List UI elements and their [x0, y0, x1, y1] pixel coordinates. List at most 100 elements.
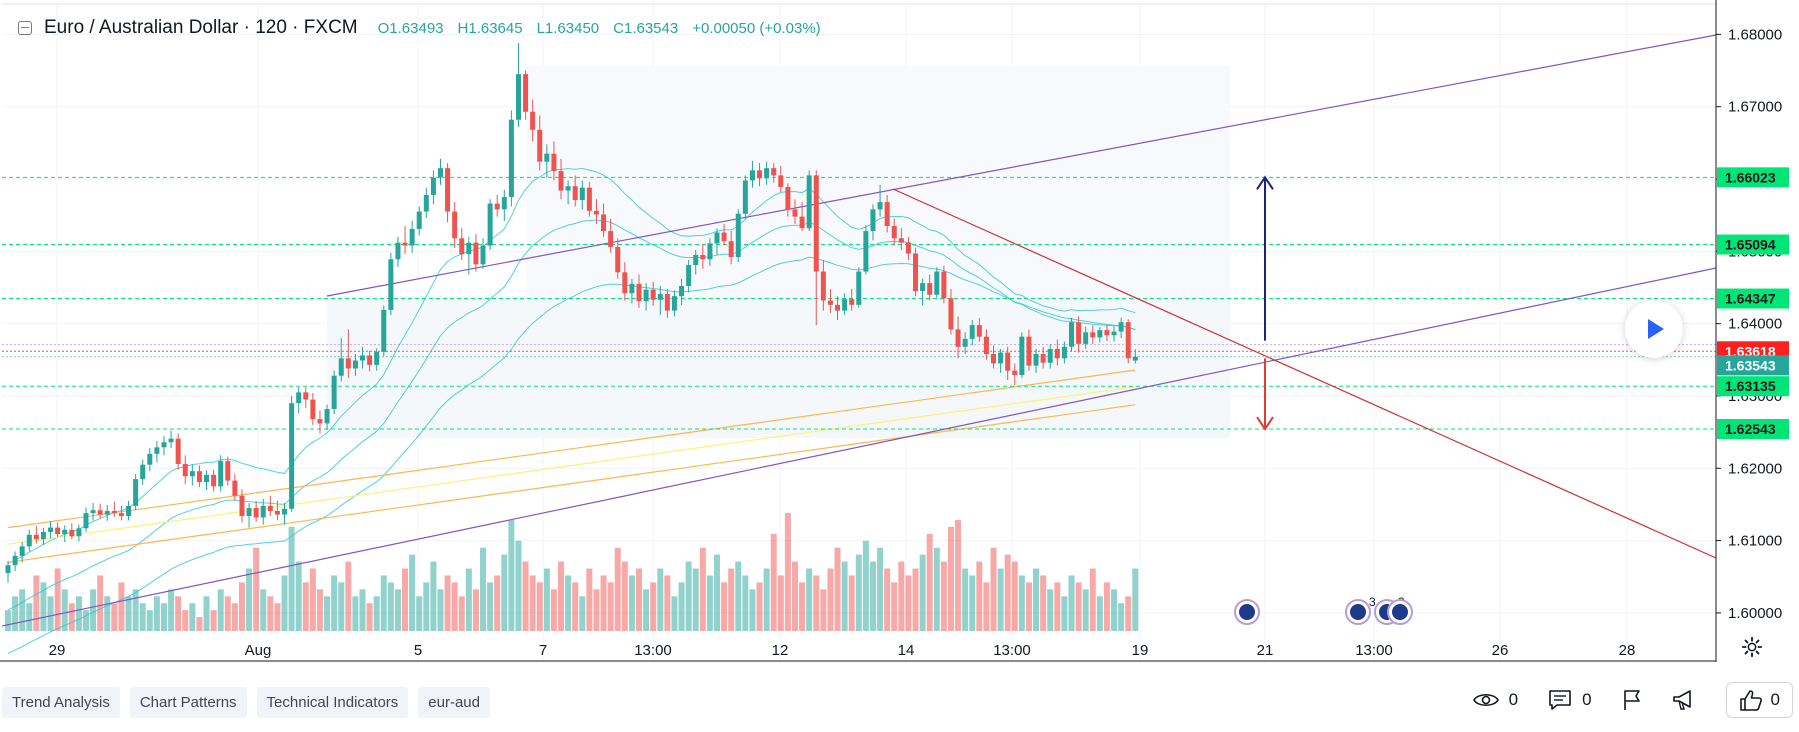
economic-event-marker[interactable] — [1234, 599, 1260, 625]
candle-body — [629, 283, 635, 294]
candle-body — [891, 226, 897, 239]
candle — [749, 160, 755, 188]
volume-bar — [480, 547, 487, 631]
candle — [991, 345, 997, 369]
play-icon — [1648, 319, 1664, 339]
candle — [523, 70, 529, 120]
candle-body — [189, 471, 195, 477]
like-button[interactable]: 0 — [1725, 682, 1793, 718]
candle — [544, 144, 550, 178]
volume-bar — [487, 582, 494, 631]
candle — [473, 233, 479, 272]
volume-bar — [331, 575, 338, 631]
candle — [742, 175, 748, 219]
candle-body — [182, 463, 188, 477]
collapse-legend-icon[interactable] — [18, 21, 32, 35]
volume-bar — [962, 568, 969, 631]
volume-bar — [919, 554, 926, 631]
candle-body — [317, 419, 323, 424]
target-up-arrow-head — [1256, 175, 1274, 190]
candle-body — [40, 531, 46, 540]
candle-body — [473, 242, 479, 265]
candle — [345, 329, 351, 378]
time-tick-label: 19 — [1132, 642, 1149, 659]
candle — [884, 194, 890, 233]
candle-body — [998, 352, 1004, 364]
candle — [792, 199, 798, 224]
views-counter[interactable]: 0 — [1472, 690, 1518, 710]
play-replay-button[interactable] — [1625, 300, 1683, 358]
comments-button[interactable]: 0 — [1548, 689, 1592, 711]
tag-eur-aud[interactable]: eur-aud — [418, 687, 490, 718]
ma-ribbon-upper-line — [7, 167, 1136, 564]
candle — [608, 218, 614, 253]
candle — [1118, 317, 1124, 339]
tag-trend-analysis[interactable]: Trend Analysis — [2, 687, 120, 718]
candle — [586, 181, 592, 217]
symbol-title[interactable]: Euro / Australian Dollar · 120 · FXCM — [44, 17, 358, 38]
volume-bar — [621, 561, 628, 631]
volume-bar — [47, 596, 54, 631]
volume-bar — [997, 568, 1004, 631]
candle-body — [211, 474, 217, 487]
volume-bar — [912, 568, 919, 631]
candle — [962, 332, 968, 355]
candle — [324, 404, 330, 430]
volume-bar — [628, 575, 635, 631]
candle — [771, 163, 777, 183]
candle — [168, 430, 174, 449]
tag-technical-indicators[interactable]: Technical Indicators — [256, 687, 409, 718]
candle-body — [345, 358, 351, 369]
candle-body — [593, 210, 599, 215]
candle — [622, 262, 628, 301]
share-button[interactable] — [1672, 689, 1696, 711]
idea-footer: Trend Analysis Chart Patterns Technical … — [0, 662, 1799, 732]
candle-body — [352, 360, 358, 369]
candle-body — [26, 534, 32, 547]
candle — [1076, 316, 1082, 353]
volume-bar — [338, 582, 345, 631]
candle — [352, 354, 358, 376]
candle — [998, 348, 1004, 373]
candle — [615, 238, 621, 279]
volume-bar — [373, 596, 380, 631]
volume-bar — [153, 596, 160, 631]
candle-body — [742, 180, 748, 214]
candle-body — [842, 299, 848, 311]
candle — [253, 500, 259, 522]
candle-body — [657, 293, 663, 300]
candle-body — [537, 129, 543, 162]
volume-bar — [522, 561, 529, 631]
flag-button[interactable] — [1622, 689, 1642, 711]
candle — [913, 247, 919, 297]
candle — [409, 220, 415, 253]
candle-body — [367, 355, 373, 365]
candle-body — [905, 242, 911, 254]
tag-chart-patterns[interactable]: Chart Patterns — [129, 687, 247, 718]
economic-event-marker[interactable] — [1387, 599, 1413, 625]
volume-bar — [990, 547, 997, 631]
volume-bar — [728, 568, 735, 631]
time-tick-label: 5 — [414, 642, 422, 659]
volume-bar — [536, 582, 543, 631]
candle — [466, 236, 472, 275]
candle — [778, 165, 784, 193]
candle — [76, 524, 82, 542]
economic-event-marker[interactable]: 3 — [1345, 595, 1376, 625]
candle-body — [175, 438, 181, 464]
candle — [558, 158, 564, 200]
chart-canvas[interactable]: 33 1.680001.670001.660001.650001.640001.… — [0, 0, 1799, 662]
candle-body — [1019, 336, 1025, 375]
candle — [1047, 343, 1053, 369]
volume-bar — [827, 568, 834, 631]
volume-bar — [281, 575, 288, 631]
candle-body — [948, 298, 954, 330]
candle — [707, 238, 713, 266]
candle — [1111, 326, 1117, 342]
candle — [437, 158, 443, 185]
volume-bar — [472, 589, 479, 631]
candle-body — [806, 175, 812, 229]
settings-gear-icon[interactable] — [1741, 636, 1763, 658]
volume-bar — [444, 575, 451, 631]
candle-body — [1054, 348, 1060, 359]
